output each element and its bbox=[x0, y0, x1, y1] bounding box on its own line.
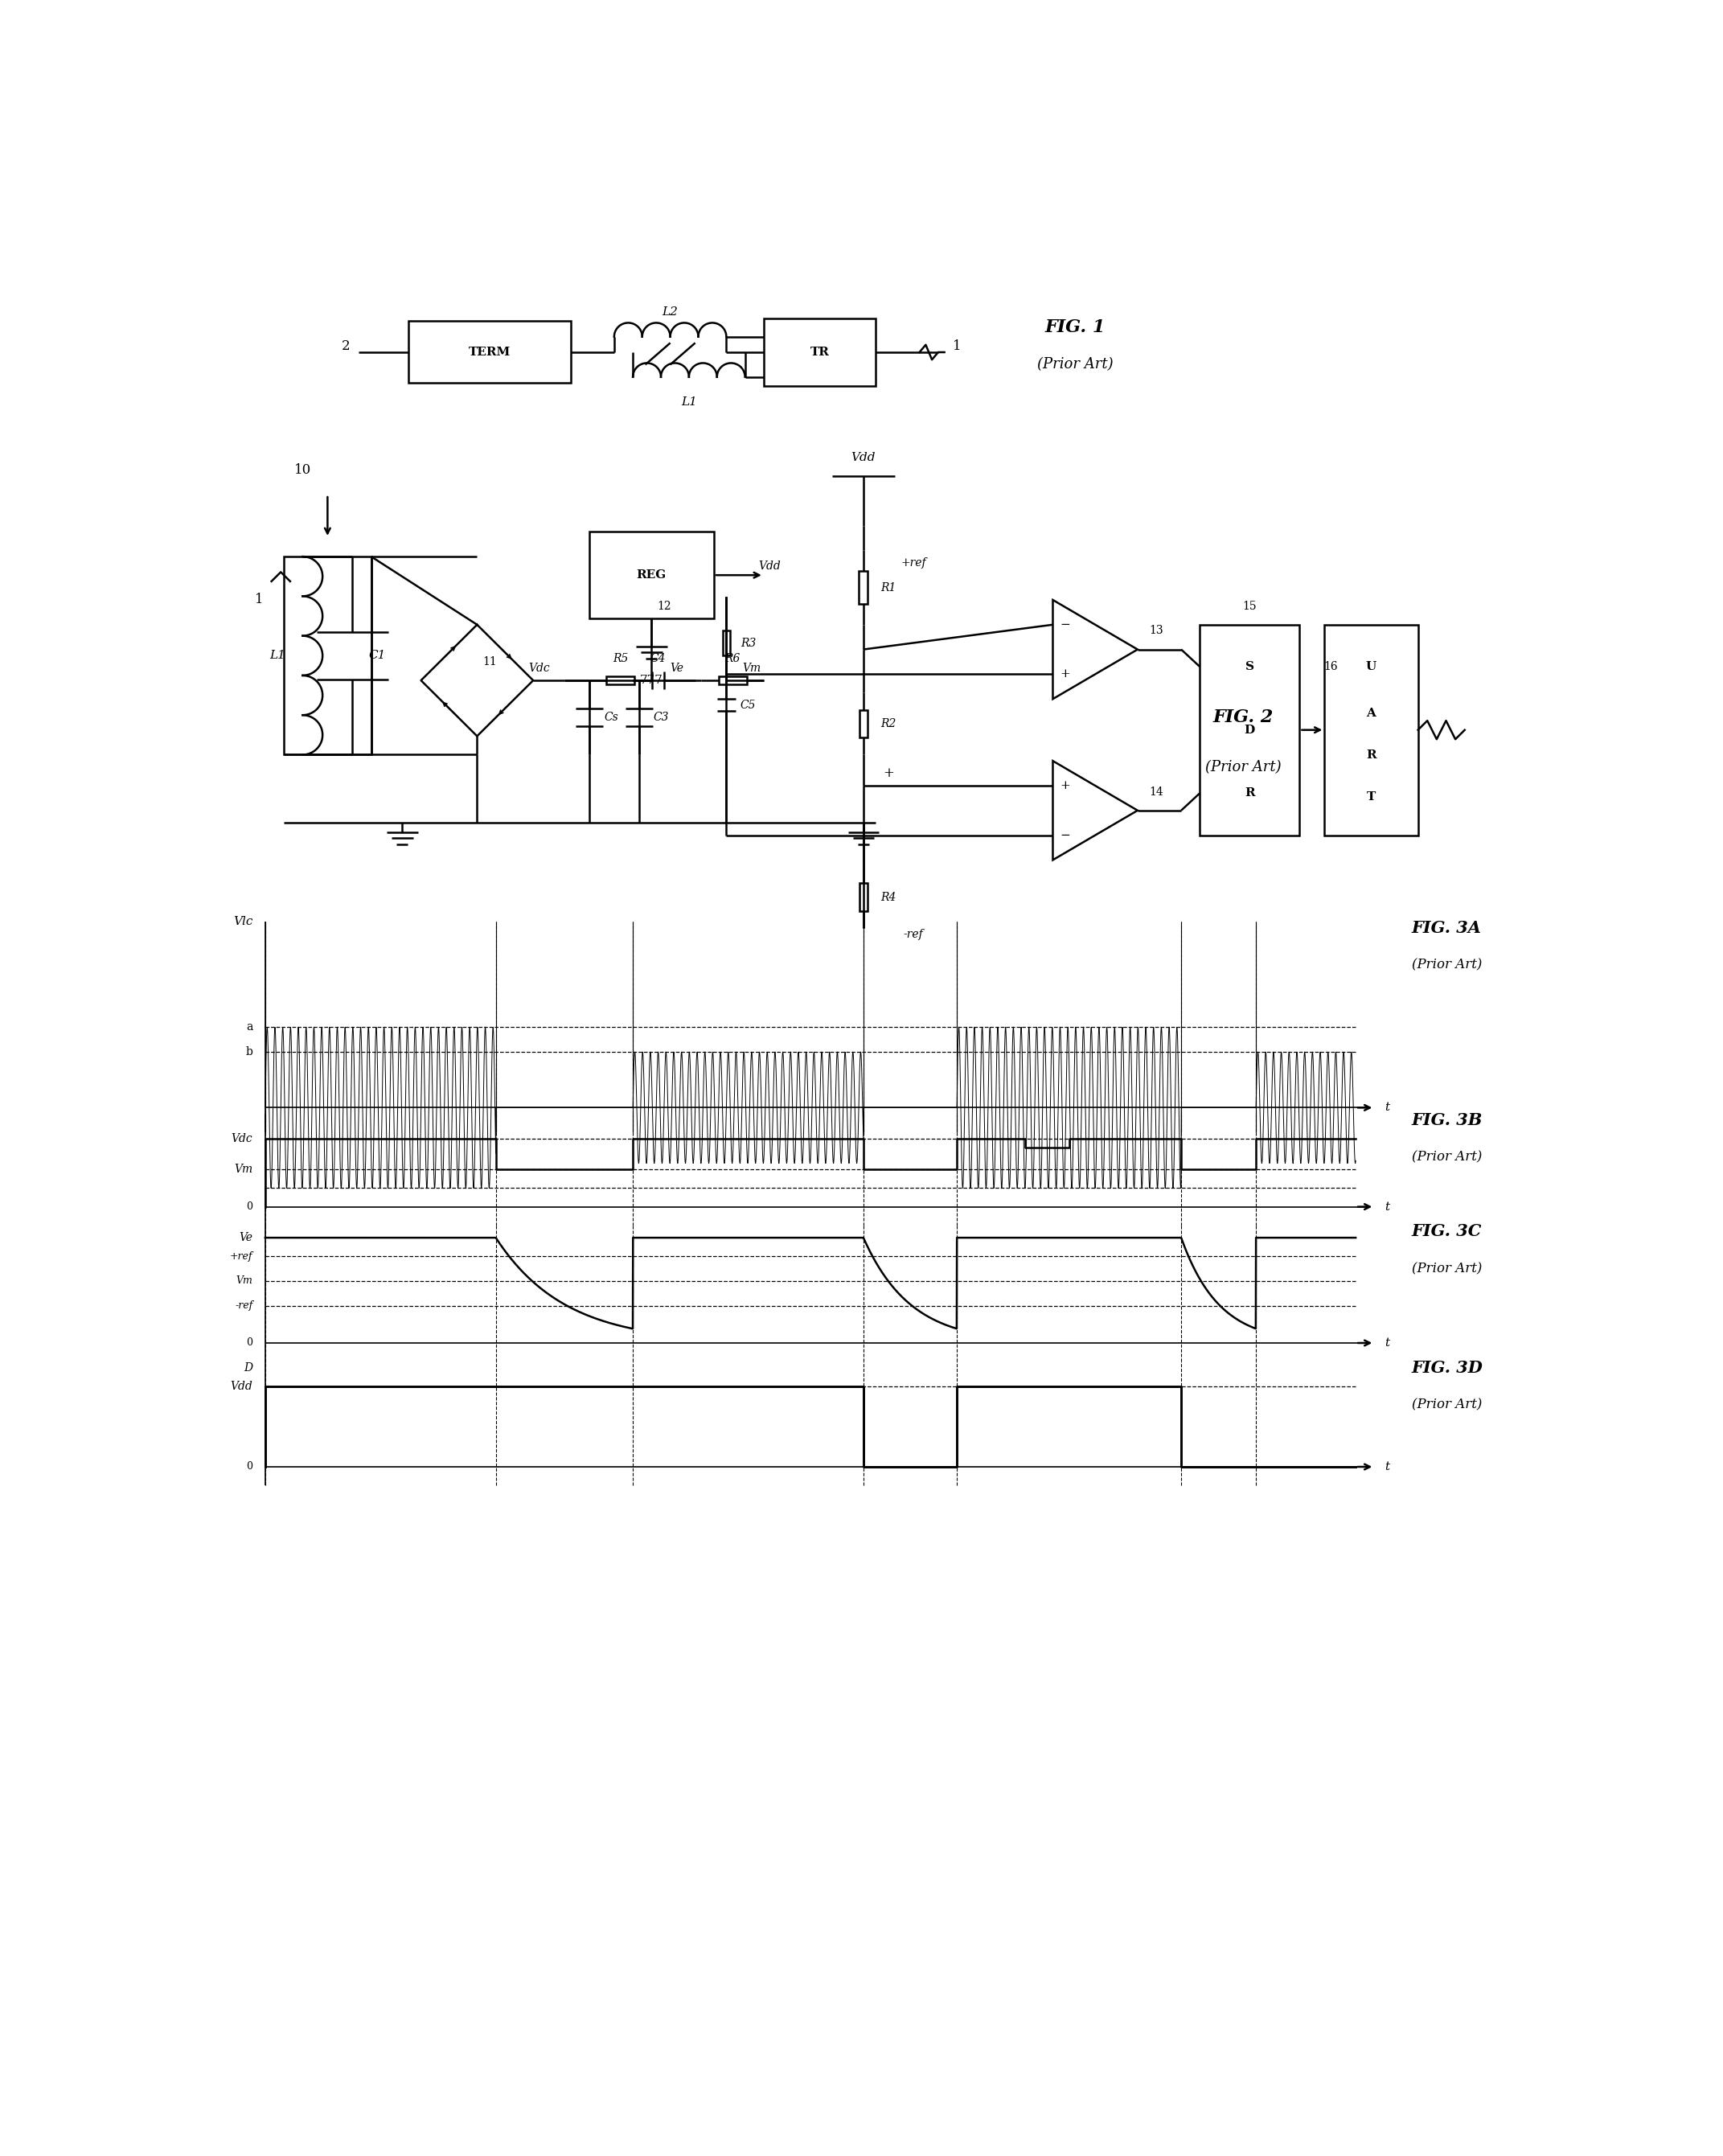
Text: TERM: TERM bbox=[469, 347, 510, 358]
Text: −: − bbox=[1060, 619, 1070, 630]
Bar bbox=[860, 571, 868, 604]
Text: Vm: Vm bbox=[234, 1164, 253, 1175]
Text: D: D bbox=[245, 1363, 253, 1373]
Text: −: − bbox=[1060, 830, 1070, 841]
Text: 11: 11 bbox=[482, 655, 496, 668]
Text: 0: 0 bbox=[246, 1337, 253, 1348]
Text: R4: R4 bbox=[880, 890, 896, 903]
Text: FIG. 3A: FIG. 3A bbox=[1411, 921, 1482, 936]
Text: R: R bbox=[1244, 787, 1254, 798]
Text: t: t bbox=[1384, 1462, 1389, 1473]
Text: FIG. 3C: FIG. 3C bbox=[1411, 1222, 1482, 1240]
Text: R6: R6 bbox=[725, 653, 741, 664]
Text: FIG. 3D: FIG. 3D bbox=[1411, 1360, 1484, 1376]
Text: 0: 0 bbox=[246, 1201, 253, 1212]
Text: (Prior Art): (Prior Art) bbox=[1411, 1397, 1482, 1412]
Bar bbox=[284, 556, 370, 755]
Text: 2: 2 bbox=[341, 338, 350, 354]
Bar bbox=[1199, 625, 1299, 834]
Text: REG: REG bbox=[636, 569, 667, 580]
Bar bbox=[860, 709, 867, 737]
Text: Ve: Ve bbox=[670, 662, 684, 673]
Text: (Prior Art): (Prior Art) bbox=[1037, 358, 1113, 371]
Text: C5: C5 bbox=[741, 699, 756, 711]
Bar bbox=[1325, 625, 1418, 834]
Text: Vlc: Vlc bbox=[233, 916, 253, 927]
Bar bbox=[763, 319, 875, 386]
Text: A: A bbox=[1366, 707, 1377, 718]
Text: +ref: +ref bbox=[229, 1250, 253, 1261]
Text: S: S bbox=[1246, 662, 1254, 673]
Text: Vdd: Vdd bbox=[758, 561, 781, 571]
Text: FIG. 1: FIG. 1 bbox=[1044, 319, 1106, 336]
Text: C1: C1 bbox=[369, 649, 386, 662]
Bar bbox=[408, 321, 570, 384]
Text: Vm: Vm bbox=[236, 1276, 253, 1287]
Text: Vdd: Vdd bbox=[231, 1380, 253, 1393]
Text: -ref: -ref bbox=[234, 1300, 253, 1311]
Text: +: + bbox=[882, 765, 894, 780]
Text: C4: C4 bbox=[650, 653, 665, 664]
Bar bbox=[718, 677, 746, 683]
Text: R3: R3 bbox=[741, 638, 756, 649]
Text: FIG. 3B: FIG. 3B bbox=[1411, 1112, 1484, 1128]
Text: (Prior Art): (Prior Art) bbox=[1411, 959, 1482, 972]
Text: L1: L1 bbox=[271, 649, 286, 662]
Text: R1: R1 bbox=[880, 582, 896, 593]
Text: 16: 16 bbox=[1323, 662, 1337, 673]
Text: R2: R2 bbox=[880, 718, 896, 729]
Text: L2: L2 bbox=[662, 306, 679, 317]
Text: +: + bbox=[1060, 668, 1070, 679]
Text: TR: TR bbox=[810, 347, 829, 358]
Text: C3: C3 bbox=[653, 711, 669, 722]
Text: 0: 0 bbox=[246, 1462, 253, 1473]
Text: +: + bbox=[1060, 780, 1070, 791]
Text: a: a bbox=[246, 1022, 253, 1033]
Text: Vdc: Vdc bbox=[529, 662, 550, 673]
Text: (Prior Art): (Prior Art) bbox=[1411, 1151, 1482, 1164]
Text: 1: 1 bbox=[255, 593, 264, 606]
Text: b: b bbox=[246, 1046, 253, 1059]
Text: t: t bbox=[1384, 1337, 1389, 1350]
Text: (Prior Art): (Prior Art) bbox=[1206, 759, 1282, 774]
Text: +ref: +ref bbox=[901, 556, 925, 569]
Text: 15: 15 bbox=[1242, 602, 1256, 612]
Text: Vdc: Vdc bbox=[231, 1134, 253, 1145]
Text: U: U bbox=[1366, 662, 1377, 673]
Text: L1: L1 bbox=[681, 397, 696, 407]
Text: 13: 13 bbox=[1149, 625, 1163, 636]
Text: t: t bbox=[1384, 1102, 1389, 1112]
Text: -ref: -ref bbox=[903, 929, 924, 940]
Bar bbox=[724, 632, 729, 655]
Text: 10: 10 bbox=[295, 464, 312, 476]
Text: (Prior Art): (Prior Art) bbox=[1411, 1261, 1482, 1276]
Text: 12: 12 bbox=[656, 602, 670, 612]
Text: D: D bbox=[1244, 724, 1254, 735]
Text: R5: R5 bbox=[613, 653, 629, 664]
Text: Vm: Vm bbox=[743, 662, 760, 673]
Bar bbox=[606, 677, 634, 683]
Text: R: R bbox=[1366, 750, 1377, 761]
Bar bbox=[589, 533, 713, 619]
Text: T: T bbox=[1366, 791, 1375, 802]
Text: Cs: Cs bbox=[605, 711, 619, 722]
Text: 1: 1 bbox=[953, 338, 961, 354]
Text: t: t bbox=[1384, 1201, 1389, 1212]
Text: Ve: Ve bbox=[239, 1231, 253, 1244]
Text: FIG. 2: FIG. 2 bbox=[1213, 709, 1273, 727]
Text: 14: 14 bbox=[1149, 787, 1163, 798]
Bar bbox=[860, 884, 867, 912]
Text: 777: 777 bbox=[639, 675, 663, 686]
Text: Vdd: Vdd bbox=[851, 453, 875, 464]
